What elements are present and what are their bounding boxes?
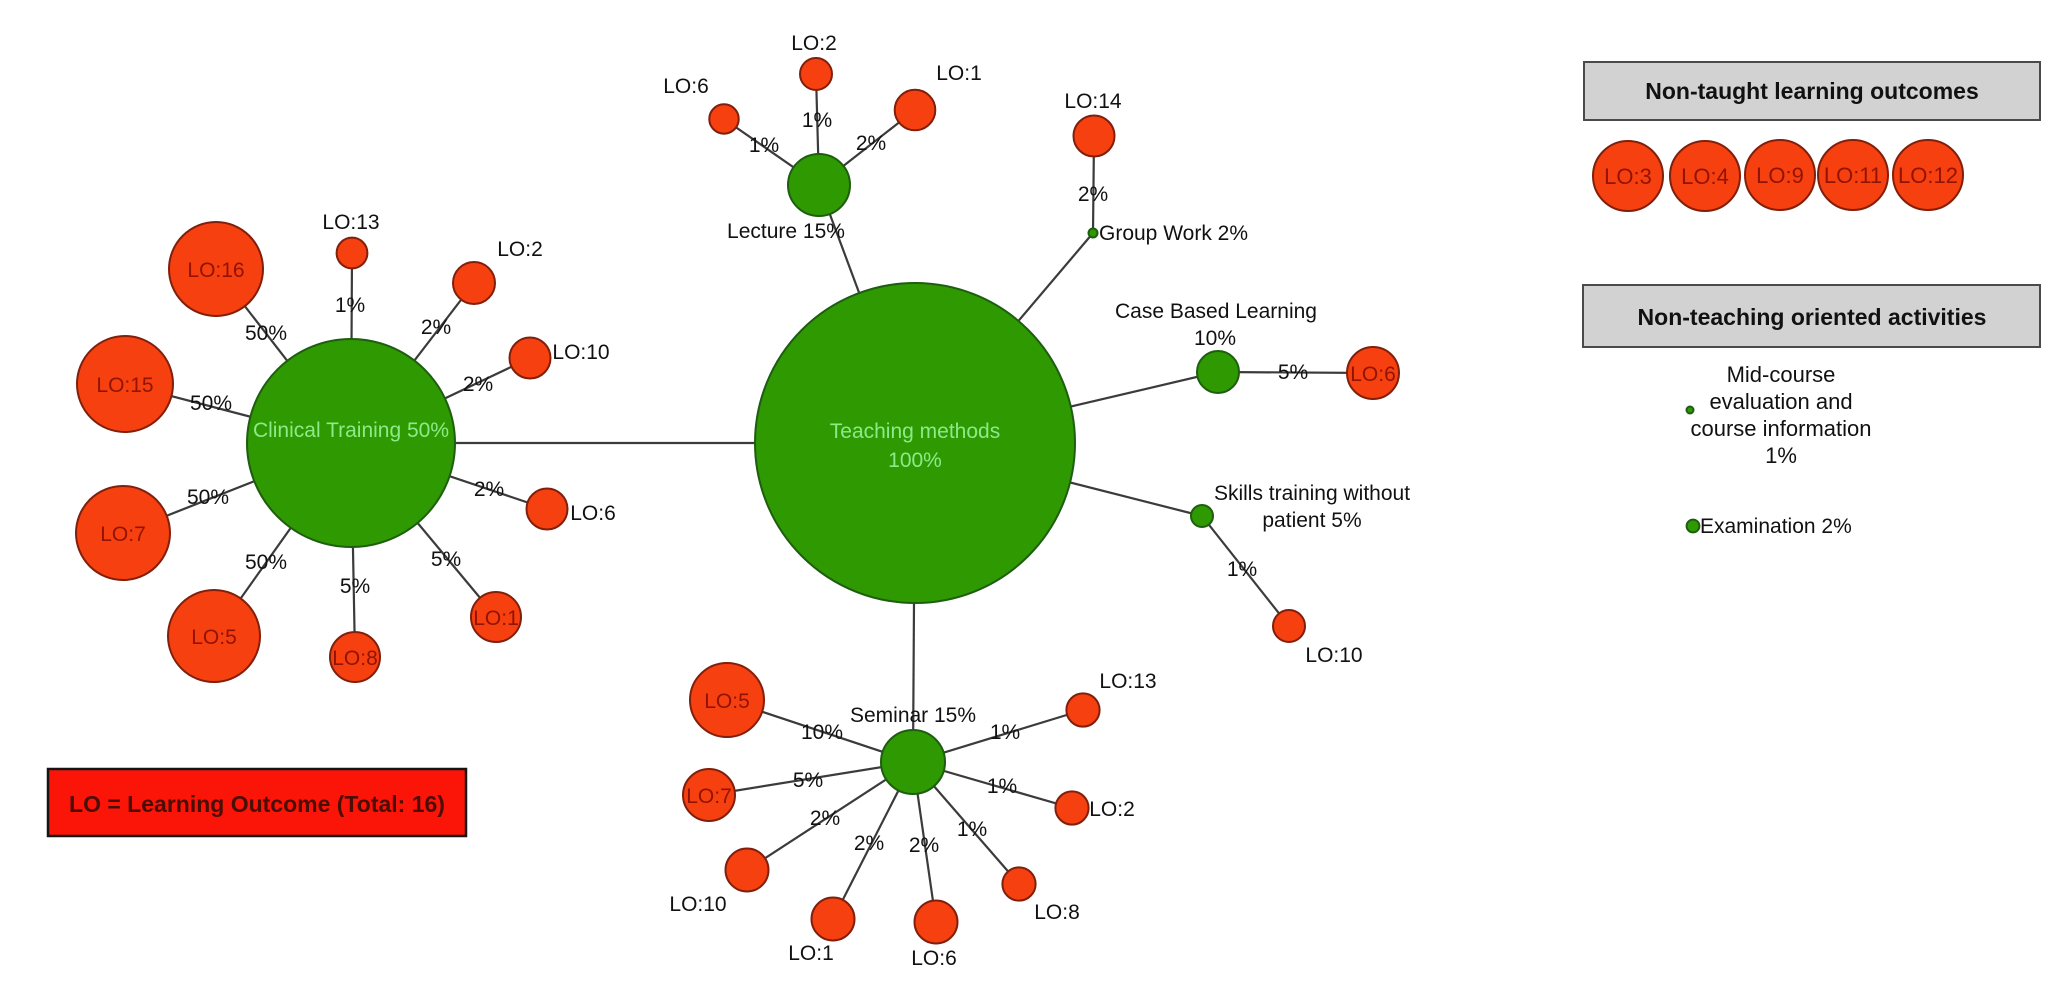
svg-text:LO:14: LO:14 — [1064, 90, 1122, 113]
svg-text:LO:4: LO:4 — [1681, 164, 1729, 189]
svg-text:1%: 1% — [1227, 558, 1257, 581]
svg-text:Clinical Training 50%: Clinical Training 50% — [253, 419, 449, 442]
svg-text:LO:8: LO:8 — [332, 647, 378, 670]
svg-text:LO:10: LO:10 — [1305, 644, 1362, 667]
svg-text:10%: 10% — [1194, 327, 1236, 350]
svg-text:2%: 2% — [474, 478, 504, 501]
svg-text:LO:2: LO:2 — [1089, 798, 1135, 821]
svg-text:1%: 1% — [335, 294, 365, 317]
svg-text:5%: 5% — [431, 548, 461, 571]
svg-text:10%: 10% — [801, 721, 843, 744]
svg-text:1%: 1% — [987, 775, 1017, 798]
svg-text:Seminar 15%: Seminar 15% — [850, 704, 976, 727]
svg-text:LO:16: LO:16 — [187, 259, 244, 282]
svg-text:2%: 2% — [854, 832, 884, 855]
svg-text:LO:7: LO:7 — [686, 785, 732, 808]
svg-text:LO:1: LO:1 — [473, 607, 519, 630]
svg-text:2%: 2% — [463, 373, 493, 396]
svg-text:5%: 5% — [793, 769, 823, 792]
svg-text:Case Based Learning: Case Based Learning — [1115, 300, 1317, 323]
svg-text:Mid-course: Mid-course — [1727, 362, 1836, 387]
svg-text:patient 5%: patient 5% — [1262, 509, 1361, 532]
svg-text:50%: 50% — [187, 486, 229, 509]
svg-text:LO:13: LO:13 — [322, 211, 379, 234]
svg-text:LO:5: LO:5 — [704, 690, 750, 713]
svg-text:LO:6: LO:6 — [663, 75, 709, 98]
svg-text:5%: 5% — [340, 575, 370, 598]
svg-text:2%: 2% — [909, 834, 939, 857]
svg-text:1%: 1% — [749, 134, 779, 157]
svg-text:LO:13: LO:13 — [1099, 670, 1156, 693]
svg-text:1%: 1% — [802, 109, 832, 132]
svg-text:LO:1: LO:1 — [936, 62, 982, 85]
svg-text:LO:6: LO:6 — [570, 502, 616, 525]
svg-text:LO:3: LO:3 — [1604, 164, 1652, 189]
svg-text:LO:2: LO:2 — [497, 238, 543, 261]
svg-text:LO:9: LO:9 — [1756, 163, 1804, 188]
svg-text:5%: 5% — [1278, 361, 1308, 384]
svg-text:LO:7: LO:7 — [100, 523, 146, 546]
svg-text:1%: 1% — [957, 818, 987, 841]
svg-text:1%: 1% — [990, 721, 1020, 744]
svg-text:1%: 1% — [1765, 443, 1797, 468]
svg-text:50%: 50% — [190, 392, 232, 415]
svg-text:Group Work 2%: Group Work 2% — [1099, 222, 1248, 245]
svg-text:LO = Learning Outcome (Total:: LO = Learning Outcome (Total: 16) — [69, 791, 445, 817]
svg-text:100%: 100% — [888, 449, 942, 472]
svg-text:Non-teaching oriented activiti: Non-teaching oriented activities — [1638, 304, 1987, 330]
svg-text:LO:6: LO:6 — [1350, 363, 1396, 386]
svg-text:2%: 2% — [810, 807, 840, 830]
svg-text:course information: course information — [1691, 416, 1872, 441]
svg-text:evaluation and: evaluation and — [1709, 389, 1852, 414]
svg-text:LO:2: LO:2 — [791, 32, 837, 55]
svg-text:LO:10: LO:10 — [669, 893, 726, 916]
svg-text:LO:8: LO:8 — [1034, 901, 1080, 924]
svg-text:Non-taught learning outcomes: Non-taught learning outcomes — [1645, 78, 1979, 104]
svg-text:2%: 2% — [1078, 183, 1108, 206]
svg-text:LO:10: LO:10 — [552, 341, 609, 364]
svg-text:Skills training without: Skills training without — [1214, 482, 1410, 505]
svg-text:LO:5: LO:5 — [191, 626, 237, 649]
svg-text:Examination 2%: Examination 2% — [1700, 515, 1852, 538]
svg-text:Teaching methods: Teaching methods — [830, 420, 1000, 443]
svg-text:2%: 2% — [856, 132, 886, 155]
svg-text:Lecture 15%: Lecture 15% — [727, 220, 845, 243]
svg-text:LO:11: LO:11 — [1824, 163, 1882, 188]
svg-text:2%: 2% — [421, 316, 451, 339]
svg-text:50%: 50% — [245, 322, 287, 345]
svg-text:LO:6: LO:6 — [911, 947, 957, 970]
svg-text:50%: 50% — [245, 551, 287, 574]
svg-text:LO:12: LO:12 — [1898, 163, 1958, 188]
svg-text:LO:1: LO:1 — [788, 942, 834, 965]
svg-text:LO:15: LO:15 — [96, 374, 153, 397]
